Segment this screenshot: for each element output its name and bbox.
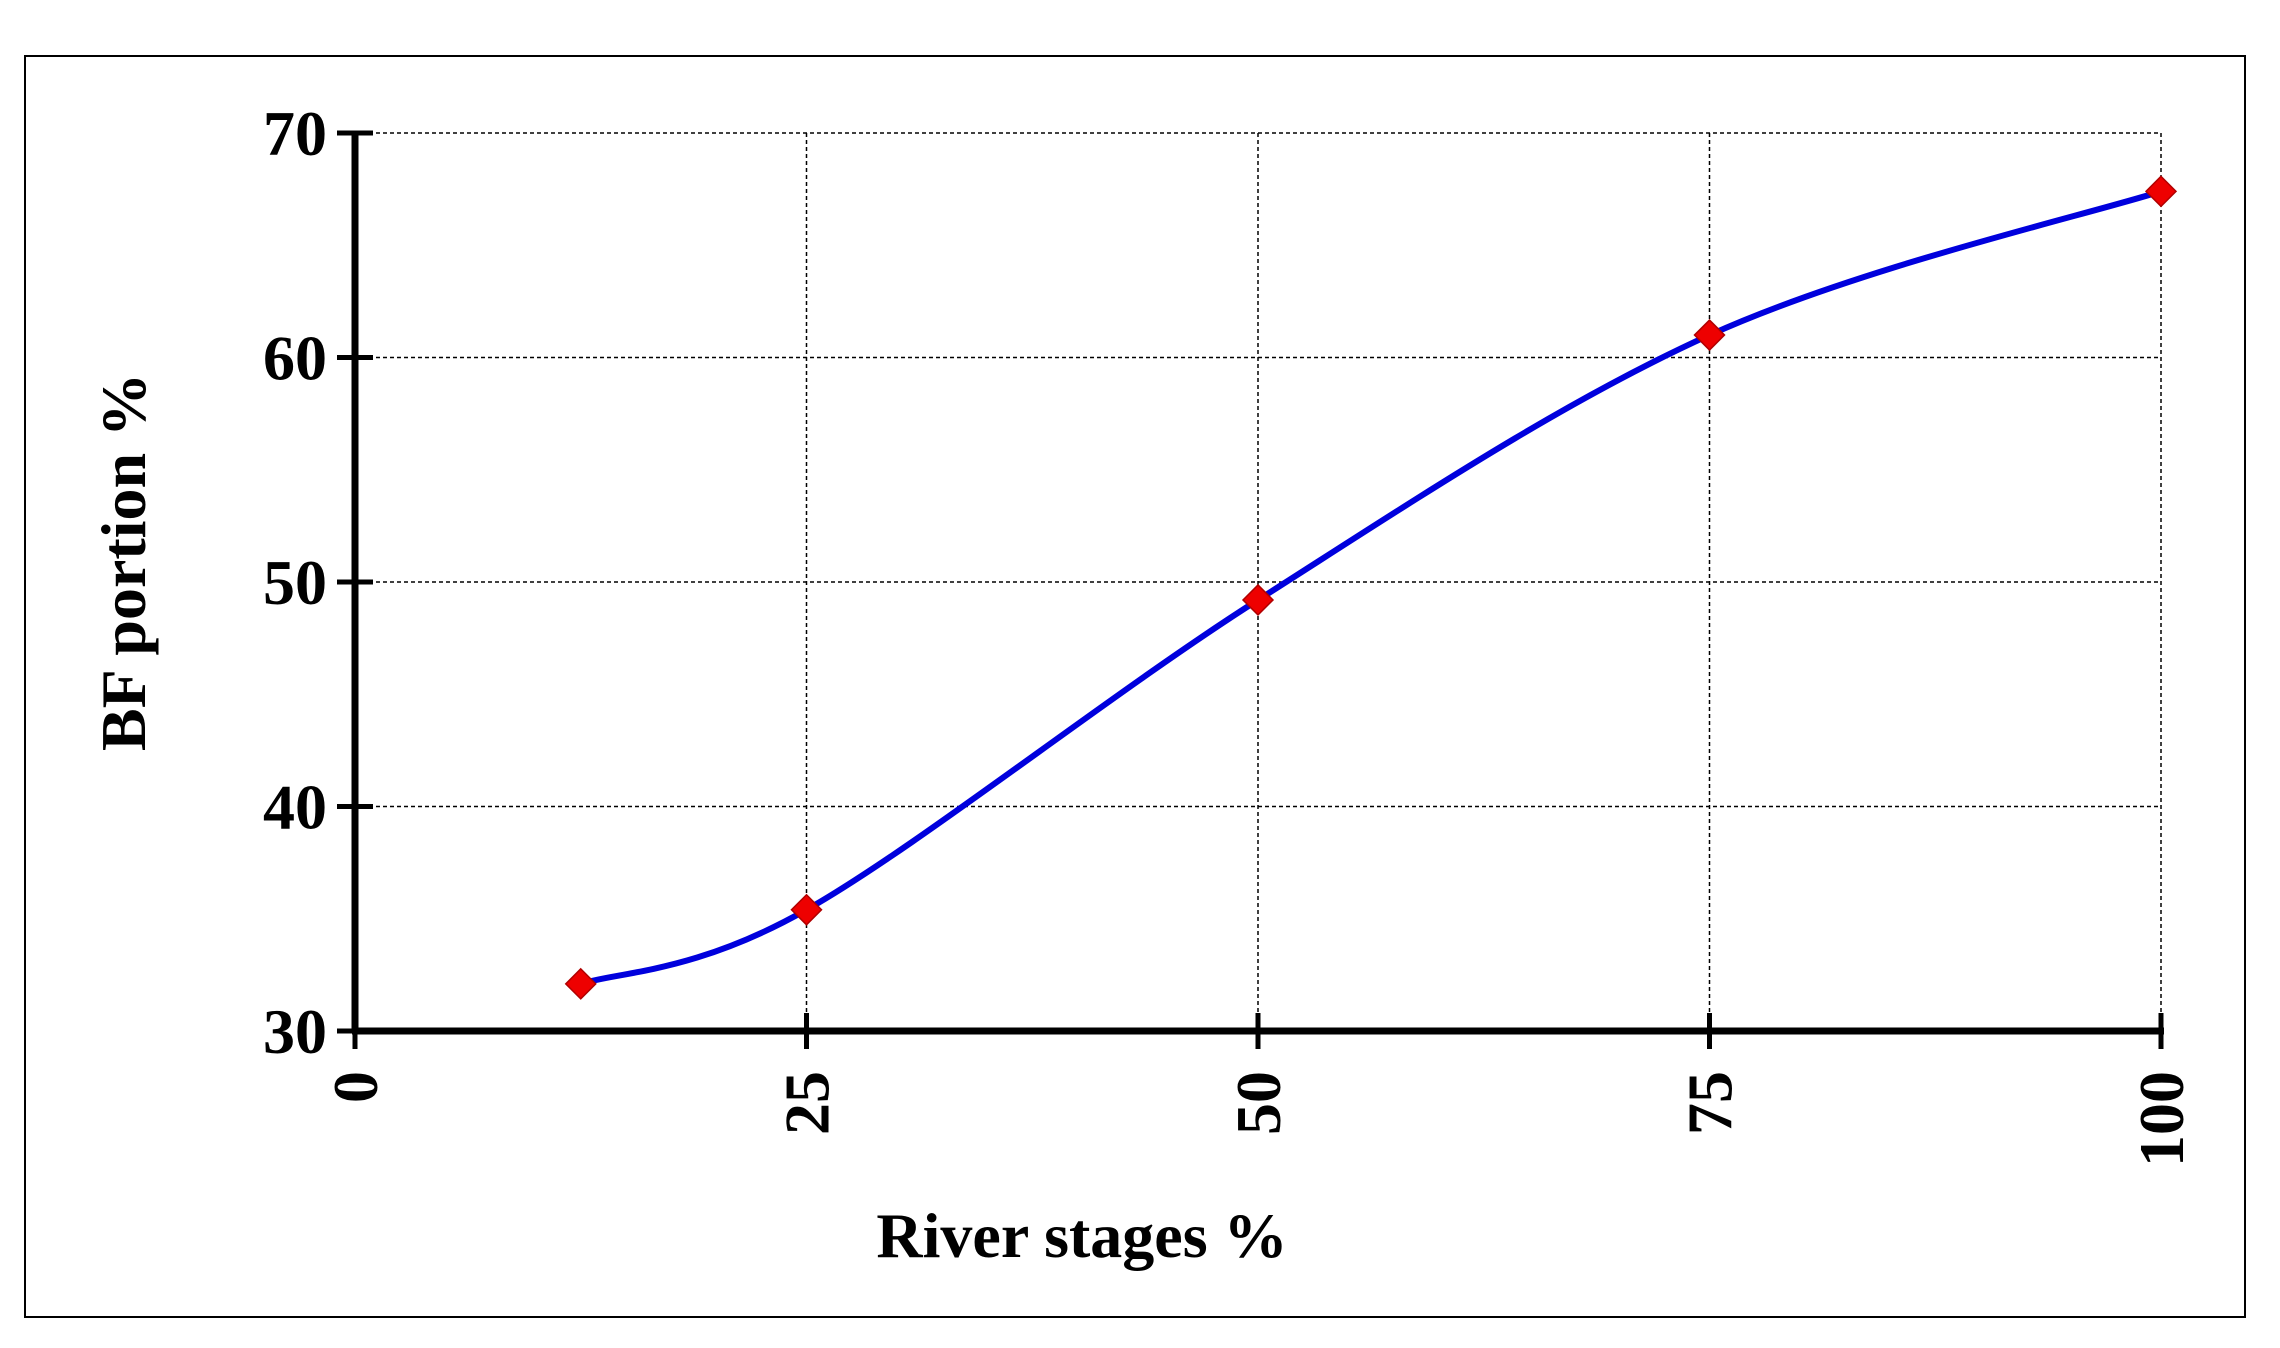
x-tick-label: 100 (2126, 1071, 2197, 1167)
x-tick-label: 0 (320, 1071, 391, 1103)
y-axis-title: BF portion % (88, 373, 159, 751)
x-tick-label: 75 (1675, 1071, 1746, 1135)
gridlines (355, 132, 2162, 1031)
y-tick-label: 40 (263, 772, 327, 843)
y-tick-label: 30 (263, 996, 327, 1067)
data-point-marker (790, 893, 823, 926)
data-point-marker (1241, 583, 1275, 617)
y-tick-label: 50 (263, 547, 327, 618)
tick-labels: 30 40 50 60 70 0 25 50 75 100 (263, 98, 2197, 1167)
series-line (577, 188, 2164, 987)
axes (337, 130, 2164, 1049)
y-tick-label: 70 (263, 98, 327, 169)
y-tick-label: 60 (263, 323, 327, 394)
series (564, 175, 2178, 1000)
data-point-marker (564, 967, 597, 1000)
x-tick-label: 50 (1223, 1071, 1294, 1135)
data-point-marker (2144, 175, 2178, 208)
x-tick-label: 25 (772, 1071, 843, 1135)
data-point-marker (1693, 318, 1726, 352)
x-axis-title: River stages % (876, 1200, 1287, 1271)
